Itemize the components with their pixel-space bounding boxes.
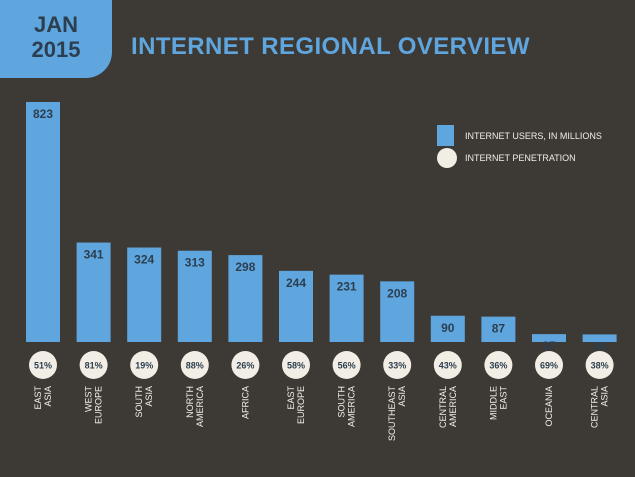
- penetration-circle: [79, 351, 108, 379]
- penetration-label: 26%: [236, 361, 254, 371]
- legend-users-label: INTERNET USERS, IN MILLIONS: [465, 131, 602, 141]
- bar-value-label: 324: [134, 253, 154, 267]
- bar-value-label: 298: [235, 260, 255, 274]
- category-label: EAST: [33, 386, 43, 410]
- penetration-circle: [433, 351, 462, 379]
- penetration-circle: [130, 351, 159, 379]
- penetration-circle: [535, 351, 563, 379]
- category-label: MIDDLE: [488, 386, 498, 420]
- category-label: ASIA: [43, 386, 53, 407]
- bar: [430, 315, 465, 342]
- penetration-label: 43%: [439, 361, 457, 371]
- bar: [26, 102, 60, 342]
- legend-penetration-label: INTERNET PENETRATION: [465, 153, 576, 163]
- penetration-circle: [29, 351, 57, 379]
- bar-value-label: 313: [185, 256, 205, 270]
- category-label: AMERICA: [448, 386, 458, 427]
- category-label: OCEANIA: [544, 386, 554, 427]
- bar-value-label: 341: [84, 248, 104, 262]
- category-label: NORTH: [185, 386, 195, 418]
- bar: [127, 247, 162, 342]
- penetration-circle: [282, 351, 310, 379]
- date-month: JAN: [33, 12, 78, 37]
- category-label: ASIA: [144, 386, 154, 407]
- date-badge: JAN 2015: [0, 0, 112, 78]
- category-label: CENTRAL: [590, 386, 600, 428]
- bar-value-label: 87: [492, 322, 506, 336]
- penetration-label: 51%: [34, 361, 52, 371]
- penetration-circle: [484, 351, 513, 379]
- penetration-circle: [231, 351, 260, 379]
- category-label: SOUTHEAST: [387, 386, 397, 442]
- bar: [76, 242, 111, 342]
- penetration-label: 36%: [489, 361, 507, 371]
- date-year: 2015: [31, 37, 81, 62]
- penetration-circle: [585, 351, 614, 379]
- penetration-circle: [383, 351, 412, 379]
- category-label: WEST: [84, 385, 94, 412]
- category-label: ASIA: [600, 386, 610, 407]
- page-title: INTERNET REGIONAL OVERVIEW: [131, 33, 530, 60]
- category-label: AFRICA: [240, 386, 250, 419]
- category-label: SOUTH: [134, 386, 144, 418]
- bar: [329, 274, 364, 342]
- bar: [532, 334, 566, 342]
- bar-value-label: 90: [441, 321, 455, 335]
- penetration-label: 33%: [388, 361, 406, 371]
- penetration-label: 19%: [135, 361, 153, 371]
- bar: [228, 255, 263, 342]
- bar: [380, 281, 415, 342]
- legend-users-swatch: [437, 125, 454, 146]
- bar-value-label: 208: [387, 286, 407, 300]
- category-label: AMERICA: [195, 386, 205, 427]
- category-label: EAST: [286, 386, 296, 410]
- bar: [177, 250, 212, 342]
- legend-penetration-swatch: [437, 148, 457, 168]
- penetration-label: 56%: [338, 361, 356, 371]
- category-label: CENTRAL: [438, 386, 448, 428]
- penetration-label: 38%: [591, 361, 609, 371]
- bar: [582, 334, 617, 342]
- bar: [481, 316, 516, 342]
- penetration-circle: [332, 351, 361, 379]
- bar: [279, 270, 313, 342]
- bar-value-label: 244: [286, 276, 306, 290]
- penetration-label: 81%: [85, 361, 103, 371]
- penetration-label: 58%: [287, 361, 305, 371]
- category-label: EUROPE: [94, 386, 104, 424]
- penetration-circle: [180, 351, 209, 379]
- category-label: EAST: [498, 386, 508, 410]
- bar-value-label: 231: [337, 280, 357, 294]
- penetration-label: 69%: [540, 361, 558, 371]
- category-label: ASIA: [397, 386, 407, 407]
- bar-value-label: 823: [33, 107, 53, 121]
- category-label: AMERICA: [347, 386, 357, 427]
- bar-value-label: 26: [593, 339, 607, 353]
- category-label: EUROPE: [296, 386, 306, 424]
- bar-value-label: 27: [542, 339, 556, 353]
- category-label: SOUTH: [337, 386, 347, 418]
- penetration-label: 88%: [186, 361, 204, 371]
